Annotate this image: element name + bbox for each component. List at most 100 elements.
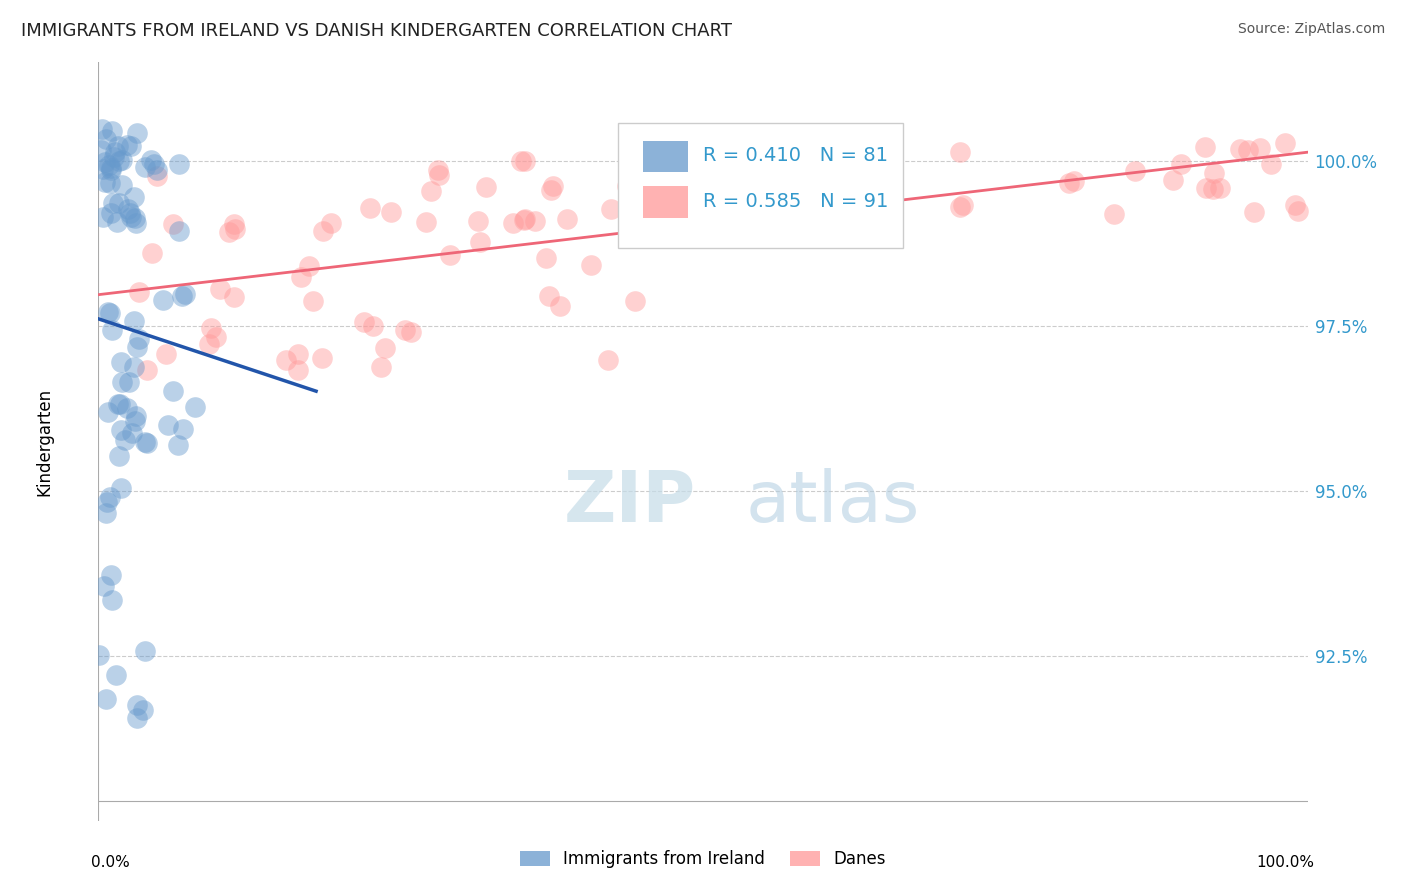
Point	[118, 375, 141, 389]
Point	[287, 346, 309, 360]
Point	[1063, 174, 1085, 188]
Text: ZIP: ZIP	[564, 467, 696, 537]
Point	[205, 329, 228, 343]
Point	[94, 507, 117, 521]
Point	[135, 363, 157, 377]
Point	[118, 205, 141, 219]
Point	[1249, 141, 1271, 155]
Point	[117, 202, 139, 216]
Point	[172, 422, 194, 436]
Point	[108, 450, 131, 464]
Text: 0.0%: 0.0%	[91, 855, 131, 870]
Point	[1274, 136, 1296, 151]
Point	[173, 286, 195, 301]
FancyBboxPatch shape	[643, 141, 689, 172]
Point	[96, 692, 118, 706]
Point	[125, 340, 148, 354]
Point	[512, 213, 534, 227]
Point	[93, 175, 115, 189]
Point	[693, 155, 716, 169]
Point	[374, 341, 396, 355]
FancyBboxPatch shape	[643, 186, 689, 218]
Point	[124, 414, 146, 428]
Point	[523, 214, 546, 228]
Point	[117, 138, 139, 153]
Point	[1104, 207, 1126, 221]
Point	[641, 196, 664, 211]
Point	[818, 146, 841, 161]
Point	[869, 192, 891, 206]
Point	[1194, 140, 1216, 154]
Point	[623, 294, 645, 309]
Point	[98, 490, 121, 504]
Point	[427, 162, 450, 177]
Point	[103, 196, 125, 211]
Point	[776, 182, 799, 196]
Point	[1243, 205, 1265, 219]
Point	[127, 711, 149, 725]
Point	[224, 221, 246, 235]
Point	[172, 289, 194, 303]
Point	[467, 214, 489, 228]
Point	[103, 150, 125, 164]
Point	[419, 184, 441, 198]
Point	[353, 316, 375, 330]
Point	[162, 384, 184, 399]
Point	[120, 210, 142, 224]
Point	[122, 190, 145, 204]
Point	[125, 409, 148, 424]
Point	[114, 433, 136, 447]
Point	[1286, 203, 1309, 218]
Point	[200, 321, 222, 335]
Point	[579, 258, 602, 272]
Point	[100, 162, 122, 177]
Point	[534, 251, 557, 265]
Point	[439, 247, 461, 261]
Point	[274, 352, 297, 367]
Point	[93, 579, 115, 593]
Point	[540, 183, 562, 197]
Point	[184, 400, 207, 414]
Point	[105, 214, 128, 228]
Text: Kindergarten: Kindergarten	[35, 387, 53, 496]
Point	[120, 139, 142, 153]
Point	[287, 363, 309, 377]
Point	[100, 567, 122, 582]
Point	[1195, 180, 1218, 194]
Point	[91, 210, 114, 224]
Point	[657, 170, 679, 185]
Point	[1260, 157, 1282, 171]
Point	[152, 293, 174, 308]
Point	[676, 191, 699, 205]
FancyBboxPatch shape	[619, 123, 903, 248]
Point	[513, 153, 536, 168]
Point	[509, 154, 531, 169]
Point	[121, 425, 143, 440]
Point	[110, 178, 132, 193]
Point	[167, 437, 190, 451]
Point	[110, 423, 132, 437]
Point	[1170, 157, 1192, 171]
Point	[218, 225, 240, 239]
Point	[136, 436, 159, 450]
Point	[125, 216, 148, 230]
Point	[380, 205, 402, 219]
Point	[475, 180, 498, 194]
Point	[1229, 142, 1251, 156]
Point	[543, 178, 565, 193]
Point	[167, 157, 190, 171]
Point	[146, 169, 169, 183]
Text: 100.0%: 100.0%	[1257, 855, 1315, 870]
Point	[97, 305, 120, 319]
Point	[90, 143, 112, 157]
Point	[104, 145, 127, 159]
Point	[198, 337, 221, 351]
Point	[1201, 182, 1223, 196]
Point	[132, 703, 155, 717]
Point	[108, 397, 131, 411]
Point	[98, 176, 121, 190]
Point	[548, 299, 571, 313]
Point	[949, 201, 972, 215]
Point	[100, 206, 122, 220]
Point	[134, 644, 156, 658]
